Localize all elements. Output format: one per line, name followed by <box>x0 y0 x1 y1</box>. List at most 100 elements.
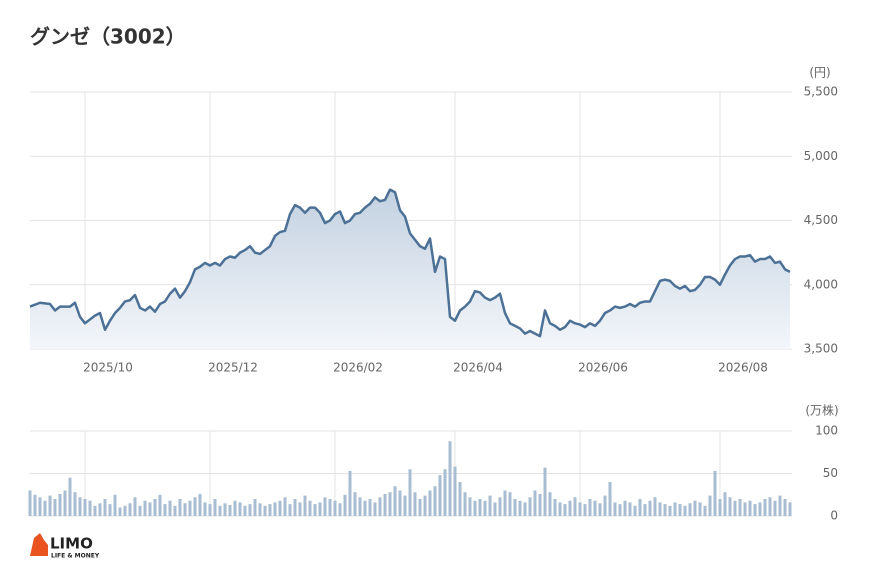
volume-bar <box>343 494 347 516</box>
volume-bar <box>713 470 717 516</box>
volume-bar <box>293 499 297 516</box>
volume-bar <box>773 500 777 516</box>
volume-bar <box>63 490 67 516</box>
volume-bar <box>438 475 442 516</box>
volume-bar <box>753 504 757 516</box>
volume-bar <box>743 502 747 516</box>
volume-bar <box>123 505 127 516</box>
volume-bar <box>693 500 697 516</box>
logo-icon <box>30 533 48 556</box>
volume-bar <box>33 494 37 516</box>
volume-bar <box>113 494 117 516</box>
volume-bar <box>648 500 652 516</box>
volume-bar <box>283 497 287 516</box>
volume-bar <box>703 505 707 516</box>
volume-bar <box>578 502 582 516</box>
x-tick-label: 2026/06 <box>578 361 628 375</box>
volume-bar <box>598 503 602 516</box>
volume-bar <box>393 486 397 516</box>
volume-bar <box>28 490 32 516</box>
volume-bar <box>193 497 197 516</box>
volume-bar <box>413 492 417 516</box>
volume-bar <box>688 503 692 516</box>
volume-bar <box>458 482 462 516</box>
volume-bar <box>148 502 152 516</box>
volume-bar <box>53 499 57 516</box>
volume-bar <box>613 502 617 516</box>
volume-bar <box>98 503 102 516</box>
volume-bar <box>218 505 222 516</box>
volume-bar <box>608 482 612 516</box>
volume-bar <box>373 502 377 516</box>
volume-bar <box>288 504 292 516</box>
volume-bar <box>198 493 202 516</box>
volume-bar <box>593 500 597 516</box>
volume-bar <box>353 492 357 516</box>
volume-bar <box>93 505 97 516</box>
volume-bar <box>68 477 72 516</box>
volume-bar <box>328 499 332 516</box>
volume-bar <box>658 502 662 516</box>
volume-bar <box>303 495 307 516</box>
volume-bar <box>313 504 317 516</box>
volume-bar <box>43 500 47 516</box>
volume-bar <box>428 490 432 516</box>
volume-bar <box>338 503 342 516</box>
volume-bar <box>108 504 112 516</box>
volume-bar <box>548 492 552 516</box>
volume-bar <box>588 499 592 516</box>
volume-bar <box>603 495 607 516</box>
volume-bar <box>223 503 227 516</box>
volume-bar <box>263 505 267 516</box>
volume-bar <box>783 499 787 516</box>
volume-bar <box>558 502 562 516</box>
y-tick-label: 5,500 <box>804 85 838 99</box>
volume-bar <box>538 493 542 516</box>
volume-bar <box>498 497 502 516</box>
volume-bar <box>453 466 457 516</box>
volume-bar <box>233 500 237 516</box>
volume-bar <box>48 495 52 516</box>
price-line <box>29 188 791 338</box>
volume-bar <box>333 500 337 516</box>
volume-bar <box>268 504 272 516</box>
volume-bar <box>78 497 82 516</box>
volume-bar <box>643 504 647 516</box>
volume-bar <box>363 500 367 516</box>
volume-bar <box>248 504 252 516</box>
volume-bar <box>638 499 642 516</box>
x-tick-label: 2026/02 <box>333 361 383 375</box>
volume-bar <box>468 497 472 516</box>
y-tick-label: 3,500 <box>804 342 838 356</box>
volume-bar <box>228 504 232 516</box>
volume-bar <box>723 492 727 516</box>
volume-bar <box>583 504 587 516</box>
volume-bar <box>763 499 767 516</box>
volume-bar <box>618 504 622 516</box>
volume-bar <box>503 490 507 516</box>
volume-bar <box>173 505 177 516</box>
volume-bar <box>133 497 137 516</box>
volume-bar <box>128 503 132 516</box>
volume-bar <box>143 500 147 516</box>
volume-bar <box>553 499 557 516</box>
volume-bar <box>483 500 487 516</box>
volume-bar <box>778 495 782 516</box>
area-fill <box>30 189 790 349</box>
volume-bar <box>738 499 742 516</box>
volume-bar <box>408 469 412 516</box>
volume-bar <box>543 467 547 516</box>
volume-bar <box>153 499 157 516</box>
volume-bar <box>38 497 42 516</box>
volume-bar <box>258 503 262 516</box>
volume-bar <box>358 497 362 516</box>
volume-bar <box>308 500 312 516</box>
volume-bar <box>683 505 687 516</box>
volume-bar <box>323 497 327 516</box>
volume-bar <box>183 503 187 516</box>
x-tick-label: 2026/08 <box>718 361 768 375</box>
y-tick-label: 0 <box>830 509 838 523</box>
volume-bar <box>378 497 382 516</box>
x-tick-label: 2026/04 <box>453 361 503 375</box>
volume-bar <box>513 499 517 516</box>
